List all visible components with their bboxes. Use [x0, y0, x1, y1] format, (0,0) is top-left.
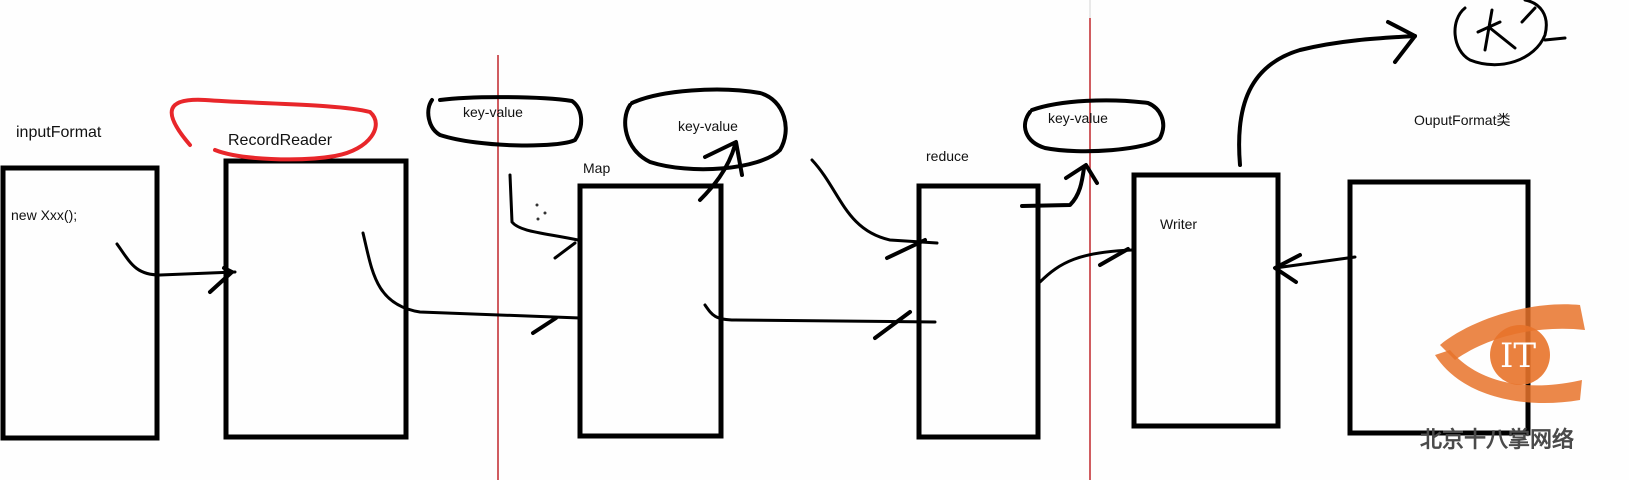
writer-label: Writer [1160, 216, 1197, 232]
logo-text: IT [1500, 336, 1536, 376]
map-box [577, 183, 724, 439]
arrow-head-reader-to-map [531, 316, 558, 335]
arrow-output-to-writer [1273, 255, 1357, 270]
record-reader-label: RecordReader [228, 132, 333, 149]
ink-dot [535, 203, 539, 207]
arrow-reduce-to-writer [1038, 248, 1134, 284]
key-value-bubble-2 [623, 87, 788, 172]
logo-swoosh-bottom [1435, 350, 1582, 403]
arrow-reader-to-map [361, 231, 582, 320]
map-label: Map [583, 160, 610, 176]
watermark-org-name: 北京十八掌网络 [1420, 427, 1574, 453]
key-value-bubble-3 [1023, 98, 1166, 154]
input-format-label: inputFormat [16, 124, 102, 141]
arrow-map-to-kv2 [698, 143, 737, 202]
arrow-head-map-to-reduce [873, 310, 912, 340]
reduce-box [916, 183, 1041, 440]
arrow-writer-to-output [1237, 34, 1417, 167]
output-target-figure [1476, 6, 1537, 52]
reduce-label: reduce [926, 148, 969, 164]
key-value-bubble-1 [426, 95, 584, 148]
arrow-head-map-to-kv2 [703, 140, 744, 177]
arrow-head-writer-to-output [1386, 20, 1417, 64]
output-target-circle [1453, 0, 1548, 67]
arrow-map-to-reduce [703, 303, 937, 324]
arrow-input-to-reader [115, 242, 237, 277]
ink-dot [536, 217, 540, 221]
record-reader-highlight-circle [169, 97, 378, 162]
key-value-label-3: key-value [1048, 110, 1108, 126]
writer-box [1131, 172, 1281, 429]
arrow-head-output-to-writer [1273, 253, 1302, 284]
new-xxx-label: new Xxx(); [11, 207, 77, 223]
key-value-label-1: key-value [463, 104, 523, 120]
watermark-logo: IT [1435, 304, 1585, 403]
output-format-box [1347, 179, 1531, 436]
arrow-head-kv1-to-map [553, 241, 577, 260]
arrow-head-reduce-to-kv3 [1064, 163, 1099, 185]
key-value-label-2: key-value [678, 118, 738, 134]
arrow-head-reduce-to-writer [1098, 247, 1130, 267]
record-reader-box [223, 158, 409, 440]
output-format-label: OuputFormat类 [1414, 112, 1510, 128]
input-format-box [0, 165, 160, 441]
ink-dot [543, 211, 547, 215]
output-target-tick [1543, 36, 1567, 42]
arrow-kv2-to-reduce [810, 158, 939, 245]
arrow-kv1-to-map [508, 173, 580, 242]
arrow-reduce-to-kv3 [1020, 166, 1086, 208]
logo-circle [1490, 325, 1550, 385]
